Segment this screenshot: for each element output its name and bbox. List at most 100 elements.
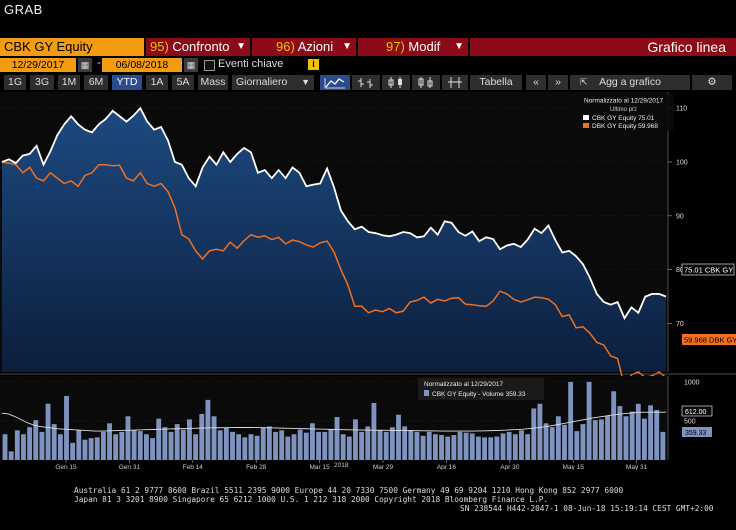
bar-chart-icon[interactable] [352, 75, 380, 90]
volume-bar [346, 436, 352, 460]
volume-bar [297, 429, 303, 460]
volume-axis: 500 1000 [667, 376, 700, 460]
volume-bar [254, 435, 260, 460]
footer: Australia 61 2 9777 8600 Brazil 5511 239… [0, 486, 736, 513]
more-tools-icon[interactable] [442, 75, 468, 90]
date-tick-label: Mar 15 [309, 464, 330, 470]
volume-bar [8, 451, 14, 460]
scroll-left-icon[interactable]: « [526, 75, 546, 90]
dbk-last-label-box [682, 334, 736, 345]
period-1a[interactable]: 1A [146, 75, 168, 90]
confronto-label: Confronto [172, 39, 230, 54]
date-tick-label: Gen 31 [119, 464, 141, 470]
vol-legend-swatch [424, 390, 429, 396]
ohlc-bar-icon [358, 78, 373, 88]
period-3g[interactable]: 3G [30, 75, 54, 90]
volume-bar [451, 435, 457, 460]
volume-bar [156, 418, 162, 460]
volume-background [0, 376, 668, 460]
volume-bar [598, 419, 604, 460]
period-6m[interactable]: 6M [84, 75, 108, 90]
volume-bar [469, 433, 475, 460]
volume-bar [389, 427, 395, 460]
volume-bar [273, 431, 278, 460]
mountain-chart-icon[interactable] [412, 75, 440, 90]
volume-bar [211, 416, 217, 460]
end-date-input[interactable]: 06/08/2018 [102, 58, 182, 72]
tabella-button[interactable]: Tabella [470, 75, 522, 90]
volume-bar [605, 415, 610, 460]
price-axis: 70 80 90 100 110 [667, 92, 688, 372]
volume-bar [205, 399, 211, 460]
volume-bar [635, 403, 641, 460]
volume-bar [279, 430, 285, 460]
volume-bar [353, 419, 358, 460]
volume-bar [439, 435, 444, 460]
chevron-down-icon: ▼ [236, 41, 246, 52]
cbk-last-label: 75.01 CBK GY [684, 266, 733, 275]
volume-bar [365, 426, 371, 460]
modif-label: Modif [408, 39, 441, 54]
modif-number: 97) [386, 39, 405, 54]
add-to-chart-label: Agg a grafico [599, 76, 661, 88]
volume-bar [248, 434, 254, 460]
volume-bar [396, 414, 401, 460]
info-icon[interactable]: i [308, 59, 319, 70]
volume-bar [82, 439, 88, 460]
frequency-select[interactable]: Giornaliero ▼ [232, 75, 314, 90]
add-to-chart-button[interactable]: ⇱ Agg a grafico [570, 75, 690, 90]
date-tick-label: Gen 15 [55, 464, 77, 470]
start-date-input[interactable]: 12/29/2017 [0, 58, 76, 72]
date-separator: - [97, 57, 101, 69]
legend-title: Normalizzato al 12/29/2017 [584, 98, 664, 105]
volume-bar [2, 434, 8, 460]
ticker-field[interactable]: CBK GY Equity [0, 38, 144, 56]
volume-bar [463, 432, 469, 460]
period-5a[interactable]: 5A [172, 75, 194, 90]
volume-bar [125, 416, 131, 460]
key-events-checkbox[interactable] [204, 60, 215, 71]
volume-bar [574, 431, 580, 460]
gear-icon[interactable]: ⚙ [692, 75, 732, 90]
volume-bar [383, 431, 389, 460]
volume-bar [285, 436, 291, 460]
candlestick-icon[interactable] [382, 75, 410, 90]
volume-bar [494, 436, 500, 460]
volume-bar [64, 395, 69, 460]
chevron-down-icon: ▼ [301, 77, 310, 87]
scroll-right-icon[interactable]: » [548, 75, 568, 90]
app-title: GRAB [4, 2, 43, 17]
azioni-button[interactable]: 96) Azioni ▼ [252, 38, 356, 56]
calendar-icon[interactable]: ▦ [78, 58, 92, 72]
line-chart-icon[interactable] [320, 75, 350, 90]
calendar-icon[interactable]: ▦ [184, 58, 198, 72]
volume-bar [168, 431, 174, 460]
period-1g[interactable]: 1G [4, 75, 26, 90]
volume-bars [2, 381, 666, 460]
volume-bar [555, 416, 561, 460]
volume-bar [322, 431, 328, 460]
volume-bar [623, 416, 629, 460]
modif-button[interactable]: 97) Modif ▼ [358, 38, 468, 56]
volume-bar [76, 430, 82, 460]
period-ytd[interactable]: YTD [112, 75, 142, 90]
volume-bar [230, 431, 235, 460]
volume-bar [377, 430, 383, 460]
period-mass[interactable]: Mass [198, 75, 228, 90]
date-tick-label: Mar 29 [373, 464, 394, 470]
volume-bar [199, 413, 205, 460]
volume-bar [592, 420, 598, 460]
volume-bar [500, 433, 506, 460]
volume-bar [506, 431, 512, 460]
volume-bar [537, 403, 543, 460]
volume-bar [70, 442, 76, 460]
volume-bar [531, 408, 537, 460]
volume-bar [432, 434, 438, 460]
volume-bar [223, 427, 229, 460]
azioni-number: 96) [276, 39, 295, 54]
volume-bar [310, 423, 315, 460]
price-tick-label: 100 [676, 160, 688, 167]
period-1m[interactable]: 1M [58, 75, 80, 90]
confronto-button[interactable]: 95) Confronto ▼ [146, 38, 250, 56]
